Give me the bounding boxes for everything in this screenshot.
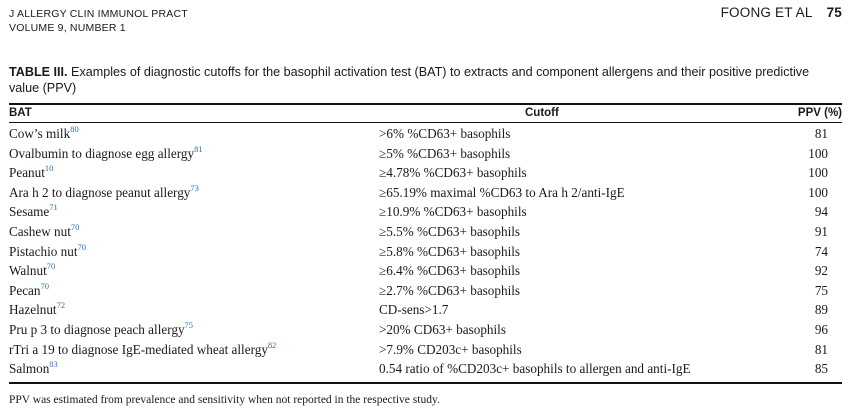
bat-cell: Salmon83 [9,359,58,379]
allergen-name: Hazelnut [9,302,57,318]
bat-cell: Peanut10 [9,163,53,183]
bat-cell: Cashew nut70 [9,222,79,242]
table-row: rTri a 19 to diagnose IgE-mediated wheat… [9,340,842,360]
allergen-name: Pecan [9,282,41,298]
cutoff-cell: ≥10.9% %CD63+ basophils [379,204,527,220]
reference-link[interactable]: 83 [49,359,58,370]
table-row: Peanut10 ≥4.78% %CD63+ basophils 100 [9,163,842,183]
table-row: Pecan70 ≥2.7% %CD63+ basophils 75 [9,281,842,301]
table-row: Cashew nut70 ≥5.5% %CD63+ basophils 91 [9,222,842,242]
reference-link[interactable]: 73 [190,182,199,193]
bat-cell: Hazelnut72 [9,300,65,320]
reference-link[interactable]: 82 [267,339,277,350]
cutoff-cell: ≥65.19% maximal %CD63 to Ara h 2/anti-Ig… [379,184,625,200]
table-top-rule [9,103,842,105]
bat-cell: Ara h 2 to diagnose peanut allergy73 [9,183,199,203]
reference-link[interactable]: 81 [194,143,203,154]
table-bottom-rule [9,382,842,384]
table-row: Sesame71 ≥10.9% %CD63+ basophils 94 [9,202,842,222]
allergen-name: Peanut [9,165,45,181]
cutoff-cell: ≥6.4% %CD63+ basophils [379,263,521,279]
header-divider-rule [9,122,842,123]
allergen-name: Sesame [9,204,50,220]
table-row: Pistachio nut70 ≥5.8% %CD63+ basophils 74 [9,242,842,262]
allergen-name: rTri a 19 to diagnose IgE-mediated wheat… [9,341,268,357]
bat-cell: Sesame71 [9,202,58,222]
ppv-cell: 91 [814,224,828,239]
bat-cell: Ovalbumin to diagnose egg allergy81 [9,144,203,164]
table-row: Hazelnut72 CD-sens>1.7 89 [9,300,842,320]
volume-number: VOLUME 9, NUMBER 1 [9,22,126,34]
allergen-name: Ara h 2 to diagnose peanut allergy [9,184,191,200]
ppv-cell: 100 [808,145,828,161]
cutoff-cell: CD-sens>1.7 [379,302,449,318]
cutoff-cell: 0.54 ratio of %CD203c+ basophils to alle… [379,361,691,377]
allergen-name: Cashew nut [9,224,71,239]
reference-link[interactable]: 70 [77,241,87,252]
column-header-bat: BAT [9,107,32,119]
allergen-name: Ovalbumin to diagnose egg allergy [9,145,195,161]
column-header-ppv: PPV (%) [797,107,842,119]
bat-cell: Cow’s milk80 [9,124,79,144]
journal-name: J ALLERGY CLIN IMMUNOL PRACT [9,8,188,20]
ppv-cell: 85 [814,361,828,377]
cutoff-cell: ≥5% %CD63+ basophils [379,145,511,161]
bat-cell: Pru p 3 to diagnose peach allergy75 [9,320,193,340]
ppv-cell: 75 [814,282,828,298]
cutoff-cell: ≥5.8% %CD63+ basophils [379,243,521,259]
cutoff-cell: >20% CD63+ basophils [379,322,506,337]
table-label: TABLE III. [9,65,68,79]
allergen-name: Cow’s milk [9,126,71,141]
reference-link[interactable]: 71 [49,202,58,213]
bat-cell: rTri a 19 to diagnose IgE-mediated wheat… [9,340,276,360]
ppv-cell: 74 [814,243,828,259]
running-header-left: J ALLERGY CLIN IMMUNOL PRACT VOLUME 9, N… [9,7,188,35]
reference-link[interactable]: 75 [184,320,194,330]
table-row: Ara h 2 to diagnose peanut allergy73 ≥65.… [9,183,842,203]
author-running-head: FOONG ET AL [720,5,813,20]
allergen-name: Walnut [9,263,47,279]
table-caption-text: Examples of diagnostic cutoffs for the b… [9,65,810,95]
reference-link[interactable]: 80 [70,124,79,134]
ppv-cell: 96 [814,322,828,337]
bat-cell: Pistachio nut70 [9,242,86,262]
cutoff-cell: ≥5.5% %CD63+ basophils [379,224,521,239]
page-number: 75 [826,5,842,20]
allergen-name: Pistachio nut [9,243,78,259]
reference-link[interactable]: 72 [56,300,66,311]
reference-link[interactable]: 70 [70,222,80,232]
table-row: Walnut70 ≥6.4% %CD63+ basophils 92 [9,261,842,281]
table-caption: TABLE III. Examples of diagnostic cutoff… [9,64,841,96]
column-header-cutoff: Cutoff [525,107,559,119]
cutoff-cell: ≥4.78% %CD63+ basophils [379,165,527,181]
cutoff-cell: >7.9% CD203c+ basophils [379,341,522,357]
reference-link[interactable]: 10 [44,163,54,174]
reference-link[interactable]: 70 [40,280,50,291]
ppv-cell: 92 [814,263,828,279]
allergen-name: Salmon [9,361,50,377]
bat-cell: Pecan70 [9,281,49,301]
allergen-name: Pru p 3 to diagnose peach allergy [9,322,185,337]
ppv-cell: 100 [808,165,828,181]
ppv-cell: 89 [814,302,828,318]
running-header-right: FOONG ET AL 75 [721,5,842,20]
ppv-cell: 81 [814,341,828,357]
cutoff-cell: ≥2.7% %CD63+ basophils [379,282,521,298]
reference-link[interactable]: 70 [46,261,56,272]
ppv-cell: 81 [814,126,828,141]
ppv-cell: 100 [808,184,828,200]
table-row: Ovalbumin to diagnose egg allergy81 ≥5% %… [9,144,842,164]
table-row: Salmon83 0.54 ratio of %CD203c+ basophils… [9,359,842,379]
cutoff-cell: >6% %CD63+ basophils [379,126,511,141]
table-footnote: PPV was estimated from prevalence and se… [9,394,440,406]
ppv-cell: 94 [814,204,828,220]
table-row: Cow’s milk80 >6% %CD63+ basophils 81 [9,124,842,144]
bat-cell: Walnut70 [9,261,55,281]
table-row: Pru p 3 to diagnose peach allergy75 >20% … [9,320,842,340]
